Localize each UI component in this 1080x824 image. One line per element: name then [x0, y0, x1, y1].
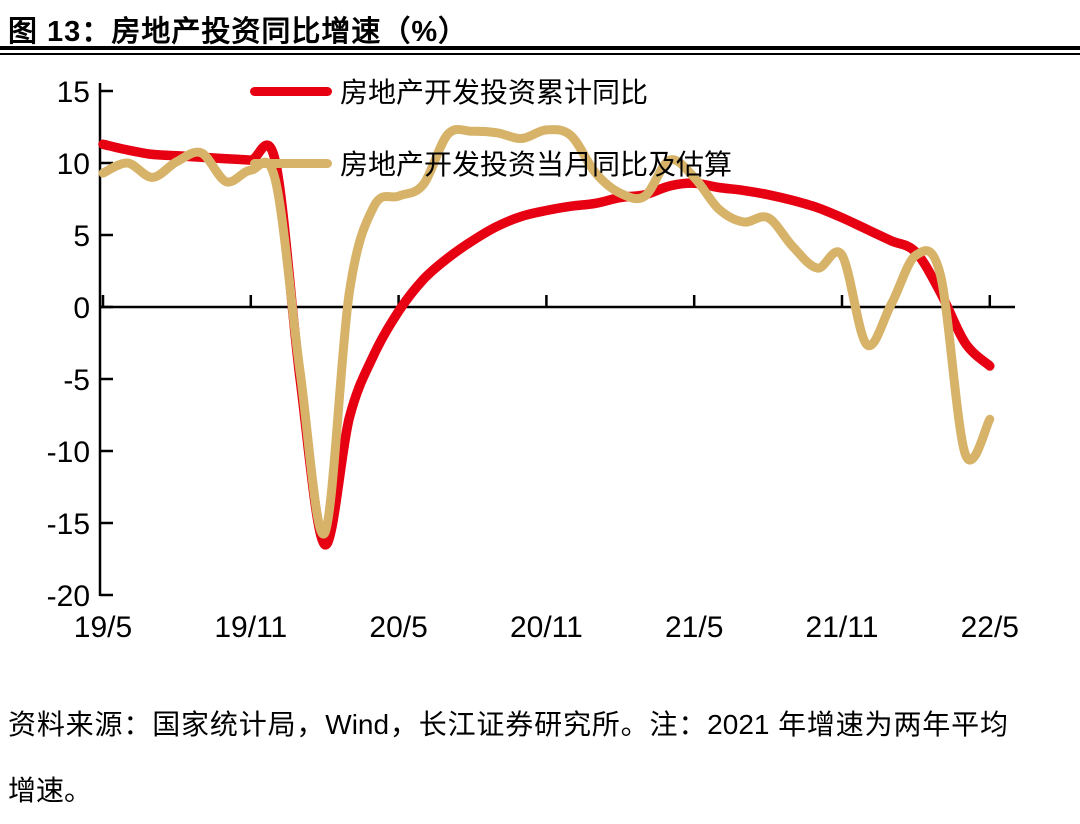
svg-text:5: 5	[73, 220, 90, 253]
legend-swatch-cumulative	[250, 86, 332, 96]
svg-text:22/5: 22/5	[961, 611, 1019, 644]
figure-title: 图 13：房地产投资同比增速（%）	[8, 16, 469, 48]
legend-label-cumulative: 房地产开发投资累计同比	[340, 77, 649, 108]
svg-text:20/11: 20/11	[510, 611, 583, 644]
svg-text:10: 10	[57, 148, 90, 181]
svg-text:21/11: 21/11	[806, 611, 879, 644]
svg-text:20/5: 20/5	[369, 611, 427, 644]
svg-text:0: 0	[73, 292, 90, 325]
svg-text:19/11: 19/11	[214, 611, 287, 644]
source-note: 资料来源：国家统计局，Wind，长江证券研究所。注：2021 年增速为两年平均增…	[8, 709, 1008, 806]
legend-item-monthly: 房地产开发投资当月同比及估算	[250, 146, 732, 180]
svg-text:-15: -15	[47, 508, 90, 541]
svg-text:-10: -10	[47, 436, 90, 469]
svg-text:-20: -20	[47, 580, 90, 613]
svg-text:19/5: 19/5	[74, 611, 132, 644]
title-rule-thin	[0, 53, 1080, 55]
legend-item-cumulative: 房地产开发投资累计同比	[250, 74, 648, 108]
svg-text:21/5: 21/5	[665, 611, 723, 644]
legend-label-monthly: 房地产开发投资当月同比及估算	[340, 149, 733, 180]
svg-text:15: 15	[57, 76, 90, 109]
svg-text:-5: -5	[63, 364, 90, 397]
legend-swatch-monthly	[250, 158, 332, 168]
title-rule-thick	[0, 46, 1080, 50]
